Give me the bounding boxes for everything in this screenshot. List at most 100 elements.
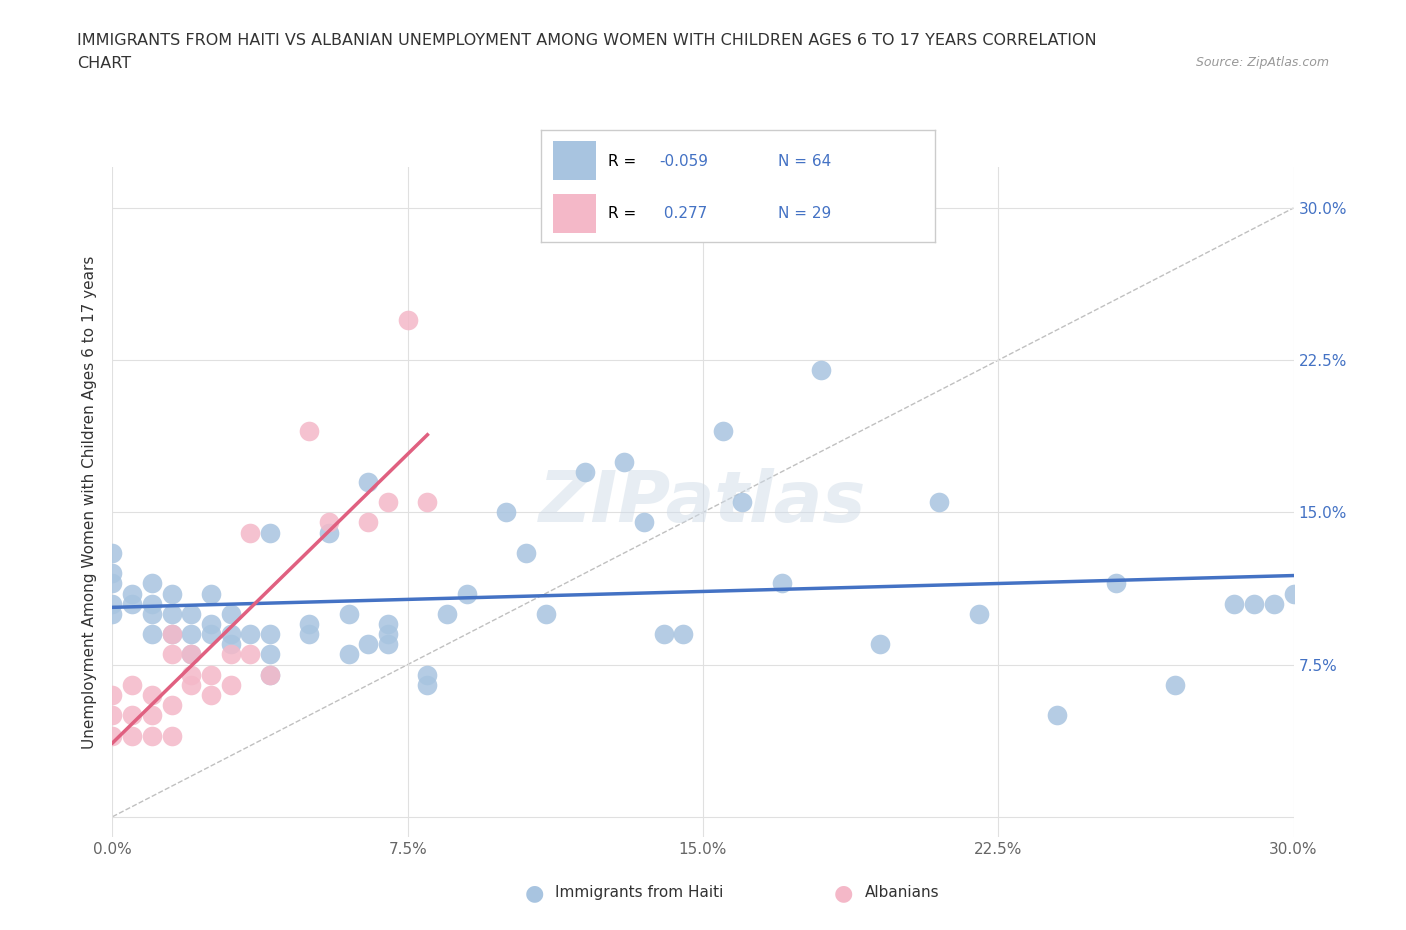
Point bbox=[101, 708, 124, 723]
Bar bbox=[553, 141, 596, 180]
Point bbox=[731, 495, 754, 510]
Point bbox=[259, 667, 281, 682]
Point bbox=[101, 728, 124, 743]
Point bbox=[200, 627, 222, 642]
Point bbox=[574, 464, 596, 479]
Point bbox=[377, 637, 399, 652]
Point bbox=[259, 667, 281, 682]
Point bbox=[318, 525, 340, 540]
Text: Immigrants from Haiti: Immigrants from Haiti bbox=[555, 885, 724, 900]
Point bbox=[633, 515, 655, 530]
Point bbox=[219, 606, 242, 621]
Point bbox=[141, 627, 163, 642]
Point bbox=[357, 637, 380, 652]
Point bbox=[416, 495, 439, 510]
Text: ZIPatlas: ZIPatlas bbox=[540, 468, 866, 537]
Text: ●: ● bbox=[524, 883, 544, 903]
Point bbox=[377, 495, 399, 510]
Point bbox=[259, 627, 281, 642]
Text: N = 64: N = 64 bbox=[778, 154, 831, 169]
Point bbox=[101, 606, 124, 621]
Point bbox=[141, 708, 163, 723]
Point bbox=[239, 647, 262, 662]
Point bbox=[180, 667, 202, 682]
Point bbox=[239, 525, 262, 540]
Point bbox=[239, 627, 262, 642]
Point bbox=[160, 627, 183, 642]
Point bbox=[259, 525, 281, 540]
Point bbox=[101, 546, 124, 561]
Point bbox=[141, 576, 163, 591]
Point bbox=[495, 505, 517, 520]
Point bbox=[357, 515, 380, 530]
Point bbox=[160, 728, 183, 743]
Point bbox=[200, 687, 222, 702]
Bar bbox=[553, 193, 596, 232]
Point bbox=[200, 617, 222, 631]
Point bbox=[377, 627, 399, 642]
Point bbox=[1046, 708, 1069, 723]
Text: Source: ZipAtlas.com: Source: ZipAtlas.com bbox=[1195, 56, 1329, 69]
Point bbox=[337, 647, 360, 662]
Point bbox=[121, 677, 143, 692]
Point bbox=[219, 627, 242, 642]
Point bbox=[101, 576, 124, 591]
Point bbox=[1223, 596, 1246, 611]
Point bbox=[613, 454, 636, 469]
Point bbox=[869, 637, 891, 652]
Text: CHART: CHART bbox=[77, 56, 131, 71]
Point bbox=[180, 606, 202, 621]
Point bbox=[141, 596, 163, 611]
Text: 0.277: 0.277 bbox=[659, 206, 707, 221]
Point bbox=[180, 647, 202, 662]
Point bbox=[160, 606, 183, 621]
Text: N = 29: N = 29 bbox=[778, 206, 831, 221]
Point bbox=[534, 606, 557, 621]
Text: -0.059: -0.059 bbox=[659, 154, 709, 169]
Point bbox=[1243, 596, 1265, 611]
Y-axis label: Unemployment Among Women with Children Ages 6 to 17 years: Unemployment Among Women with Children A… bbox=[82, 256, 97, 749]
Point bbox=[436, 606, 458, 621]
Point bbox=[219, 677, 242, 692]
Point bbox=[456, 586, 478, 601]
Point bbox=[141, 728, 163, 743]
Point bbox=[219, 647, 242, 662]
Text: IMMIGRANTS FROM HAITI VS ALBANIAN UNEMPLOYMENT AMONG WOMEN WITH CHILDREN AGES 6 : IMMIGRANTS FROM HAITI VS ALBANIAN UNEMPL… bbox=[77, 33, 1097, 47]
Point bbox=[160, 586, 183, 601]
Point bbox=[160, 647, 183, 662]
Text: ●: ● bbox=[834, 883, 853, 903]
Point bbox=[101, 565, 124, 580]
Point bbox=[396, 312, 419, 327]
Point bbox=[121, 728, 143, 743]
Point bbox=[928, 495, 950, 510]
Point bbox=[810, 363, 832, 378]
Point bbox=[298, 617, 321, 631]
Text: R =: R = bbox=[609, 206, 641, 221]
Point bbox=[357, 474, 380, 489]
Point bbox=[141, 606, 163, 621]
Point bbox=[711, 424, 734, 439]
Point bbox=[672, 627, 695, 642]
Point bbox=[219, 637, 242, 652]
Point bbox=[200, 586, 222, 601]
Point bbox=[652, 627, 675, 642]
Point bbox=[160, 698, 183, 712]
Point bbox=[121, 708, 143, 723]
Point bbox=[180, 627, 202, 642]
Point bbox=[180, 677, 202, 692]
Point bbox=[318, 515, 340, 530]
Text: R =: R = bbox=[609, 154, 641, 169]
Point bbox=[121, 586, 143, 601]
Point bbox=[770, 576, 793, 591]
Point bbox=[101, 596, 124, 611]
Point bbox=[141, 687, 163, 702]
Point bbox=[101, 687, 124, 702]
Point bbox=[259, 647, 281, 662]
Point bbox=[967, 606, 990, 621]
Point bbox=[298, 424, 321, 439]
Point bbox=[160, 627, 183, 642]
Point bbox=[1164, 677, 1187, 692]
Point bbox=[1105, 576, 1128, 591]
Point bbox=[298, 627, 321, 642]
Point bbox=[416, 677, 439, 692]
